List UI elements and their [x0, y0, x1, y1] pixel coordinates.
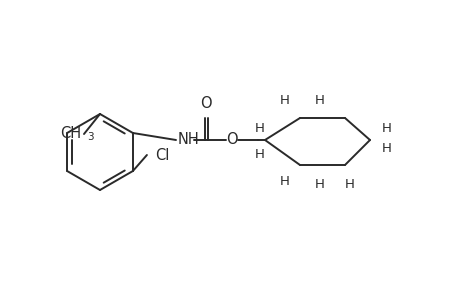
Text: H: H	[381, 122, 391, 134]
Text: H: H	[344, 178, 354, 191]
Text: NH: NH	[178, 133, 199, 148]
Text: Cl: Cl	[155, 148, 169, 163]
Text: H: H	[381, 142, 391, 154]
Text: H: H	[314, 94, 324, 107]
Text: CH: CH	[60, 125, 81, 140]
Text: H: H	[314, 178, 324, 191]
Text: 3: 3	[87, 132, 93, 142]
Text: O: O	[200, 96, 211, 111]
Text: O: O	[226, 133, 237, 148]
Text: H: H	[280, 175, 289, 188]
Text: H: H	[280, 94, 289, 107]
Text: H: H	[255, 122, 264, 134]
Text: H: H	[255, 148, 264, 161]
